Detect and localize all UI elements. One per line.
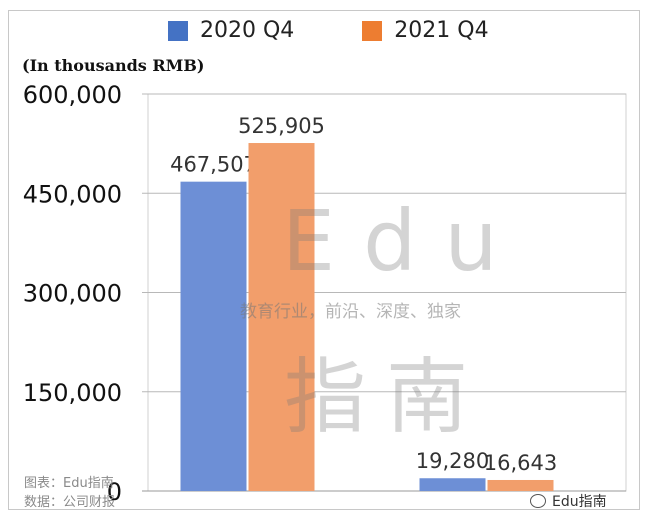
wechat-icon bbox=[530, 494, 546, 508]
bar-2021-q4-1 bbox=[487, 479, 554, 491]
legend-label-2021: 2021 Q4 bbox=[394, 18, 489, 43]
data-label: 467,507 bbox=[170, 153, 257, 177]
bar-2020-q4-0 bbox=[180, 181, 247, 491]
y-tick-label: 0 bbox=[107, 478, 122, 506]
data-label: 16,643 bbox=[484, 451, 557, 475]
legend: 2020 Q4 2021 Q4 bbox=[168, 18, 489, 43]
data-source-note: 数据：公司财报 bbox=[24, 495, 116, 510]
y-tick-label: 450,000 bbox=[23, 180, 122, 208]
unit-label: (In thousands RMB) bbox=[22, 56, 205, 75]
watermark-cn: 指南 bbox=[284, 350, 489, 445]
chart-frame bbox=[8, 10, 640, 510]
bar-2021-q4-0 bbox=[248, 143, 315, 491]
y-tick-label: 300,000 bbox=[23, 280, 122, 308]
legend-swatch-2020 bbox=[168, 20, 188, 41]
brand-tag: Edu指南 bbox=[530, 491, 607, 511]
data-label: 525,905 bbox=[238, 114, 325, 138]
y-tick-label: 600,000 bbox=[23, 81, 122, 109]
legend-swatch-2021 bbox=[362, 20, 383, 41]
y-tick-label: 150,000 bbox=[23, 379, 122, 407]
watermark-subtitle: 教育行业，前沿、深度、独家 bbox=[240, 302, 461, 322]
chart-source-note: 图表：Edu指南 bbox=[24, 476, 114, 491]
brand-label: Edu指南 bbox=[552, 494, 607, 510]
data-label: 19,280 bbox=[416, 449, 489, 473]
watermark-title: Edu bbox=[282, 192, 526, 290]
legend-item-2021: 2021 Q4 bbox=[362, 18, 489, 43]
legend-item-2020: 2020 Q4 bbox=[168, 18, 294, 43]
bar-2020-q4-1 bbox=[419, 478, 486, 491]
legend-label-2020: 2020 Q4 bbox=[200, 18, 295, 43]
